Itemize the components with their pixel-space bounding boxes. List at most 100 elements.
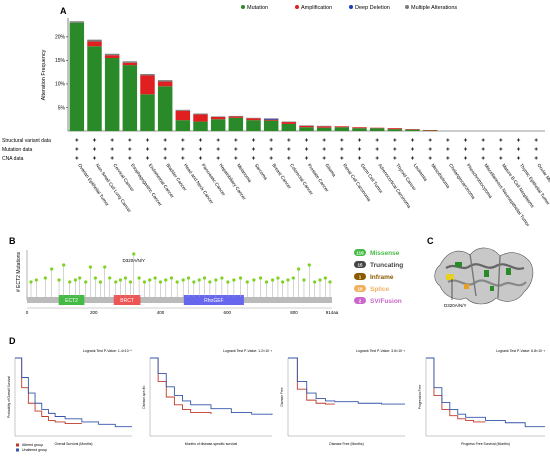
lollipop-head [43, 276, 47, 280]
lollipop-head [258, 276, 263, 280]
lollipop-head [142, 280, 147, 284]
row-marker [269, 156, 273, 160]
row-marker [181, 147, 185, 151]
panel-b-plot: ECT2 BRCT RhoGEF D320A/N/Y 0 200 400 600 800 914a… [26, 250, 339, 315]
legend-swatch [16, 443, 19, 447]
bar-multiple-alterations [122, 61, 138, 63]
bar-mutation [246, 118, 261, 121]
panel-a-data-rows: Structural variant data Mutation data CNA … [2, 138, 538, 162]
category-label: Adrenocortical Carcinoma [377, 163, 412, 210]
row-marker [110, 147, 114, 151]
lollipop-head [153, 276, 157, 280]
panel-a-bar-chart: Mutation Amplification Deep Deletion Multip… [2, 5, 550, 228]
panel-b-x-tick: 0 [26, 310, 29, 315]
row-marker [375, 138, 379, 142]
lollipop-head [192, 280, 196, 284]
legend-count: 1 [359, 275, 362, 280]
row-label: Structural variant data [2, 138, 51, 144]
bar-amplification [69, 22, 85, 131]
row-marker [534, 138, 538, 142]
survival-ylabel: Progression Free [418, 385, 422, 410]
survival-xlabel: Months of disease-specific survival [185, 442, 238, 446]
domain-label: RhoGEF [204, 298, 223, 304]
row-marker [269, 138, 273, 142]
row-marker [499, 138, 503, 142]
bar-amplification [281, 123, 297, 131]
bar-mutation [157, 81, 173, 87]
category-label: Mature B-Cell Neoplasms [501, 163, 536, 209]
bar-multiple-alterations [69, 21, 85, 23]
row-marker [410, 147, 415, 151]
legend-label: Amplification [301, 5, 332, 11]
bar-multiple-alterations [299, 125, 314, 126]
legend-badge [354, 297, 366, 304]
domain-label: BRCT [120, 298, 134, 304]
lollipop-head [29, 280, 33, 284]
survival-curve-unaltered [15, 357, 132, 428]
lollipop-head [34, 278, 38, 282]
lollipop-head [158, 280, 163, 284]
category-label: Ovarian Epithelial Tumor [77, 163, 110, 207]
bar-mutation [316, 126, 332, 128]
lollipop-head [132, 252, 136, 256]
lollipop-head [318, 278, 322, 282]
row-marker [516, 147, 521, 151]
panel-a-legend: Mutation Amplification Deep Deletion Multip… [241, 5, 457, 11]
row-marker [234, 147, 238, 151]
legend-count: 2 [359, 299, 362, 304]
panel-label-b: B [9, 236, 16, 246]
panel-b-x-tick: 914aa [326, 310, 339, 315]
row-marker [393, 156, 397, 160]
bar-amplification [352, 128, 367, 131]
row-marker [145, 147, 150, 151]
lollipop-head [123, 276, 128, 280]
bar-amplification [387, 129, 403, 131]
legend-label: Truncating [370, 262, 403, 269]
row-marker [304, 147, 309, 151]
row-marker [181, 156, 185, 160]
row-marker [234, 156, 238, 160]
bar-mutation [122, 62, 138, 66]
survival-plot-4: Logrank Test P-Value: 6.8×10⁻³ Progress F… [418, 349, 546, 446]
domain-brct [113, 295, 141, 305]
legend-count: 10 [357, 287, 363, 292]
row-marker [516, 156, 521, 160]
bar-multiple-alterations [104, 53, 120, 56]
panel-a-bars [69, 21, 438, 132]
lollipop-head [264, 280, 269, 284]
panel-b-x-tick: 200 [90, 310, 98, 315]
row-marker [428, 147, 432, 151]
lollipop-head [245, 280, 249, 284]
survival-xlabel: Progress Free Survival (Months) [461, 442, 510, 446]
survival-pvalue: Logrank Test P-Value: 6.8×10⁻³ [496, 349, 546, 353]
bar-amplification [157, 86, 173, 131]
lollipop-head [286, 278, 290, 282]
lollipop-head [148, 278, 152, 282]
lollipop-head [307, 263, 311, 267]
bar-multiple-alterations [157, 80, 173, 82]
category-label: Sarcoma [254, 163, 269, 181]
lollipop-head [220, 276, 224, 280]
bar-amplification [405, 129, 420, 131]
category-label: Mesothelioma [430, 163, 451, 190]
lollipop-head [202, 276, 207, 280]
bar-multiple-alterations [281, 121, 297, 123]
bar-amplification [193, 121, 208, 131]
lollipop-head [93, 276, 98, 280]
lollipop-head [291, 276, 295, 280]
lollipop-head [297, 267, 301, 271]
lollipop-head [302, 278, 306, 282]
bar-multiple-alterations [87, 39, 102, 42]
row-marker [75, 156, 79, 160]
row-marker [128, 147, 132, 151]
bar-mutation [334, 126, 350, 128]
row-marker [322, 147, 326, 151]
row-marker [481, 156, 485, 160]
row-marker [110, 156, 114, 160]
lollipop-head [181, 278, 185, 282]
row-marker [92, 138, 97, 142]
bar-mutation [299, 125, 314, 128]
domain-rhogef [183, 295, 244, 305]
